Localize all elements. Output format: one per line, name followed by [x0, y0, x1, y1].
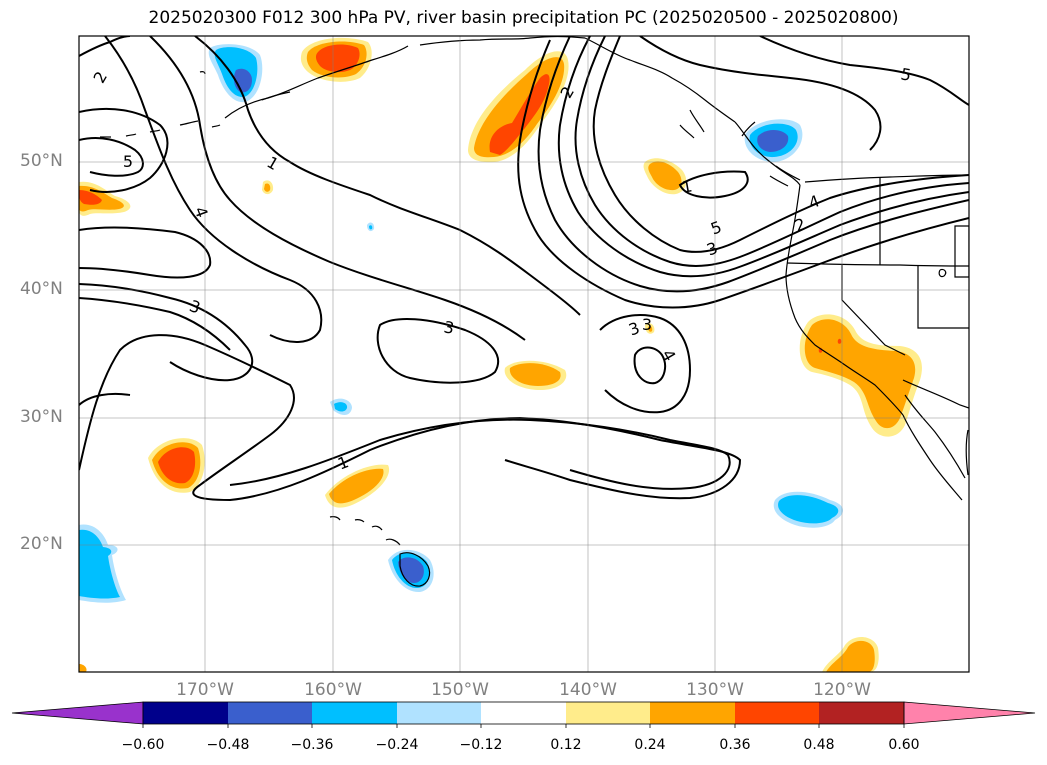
precip-blob — [648, 325, 653, 332]
colorbar-extend-right — [903, 701, 1036, 725]
colorbar-tick-label: −0.36 — [290, 737, 334, 753]
lon-label-170w: 170°W — [176, 680, 234, 700]
colorbar-tick-label: −0.48 — [206, 737, 250, 753]
precip-blob — [79, 529, 120, 599]
precip-blob — [837, 338, 842, 344]
contour-label: 3 — [442, 317, 455, 337]
precip-blob — [79, 190, 102, 205]
colorbar-segment — [228, 702, 312, 724]
colorbar-segment — [481, 702, 566, 724]
colorbar-tick-label: 0.36 — [719, 737, 751, 753]
colorbar-segment — [312, 702, 397, 724]
precip-blob — [804, 319, 916, 429]
lon-label-130w: 130°W — [686, 680, 744, 700]
precip-blob — [778, 495, 839, 524]
lat-label-30n: 30°N — [20, 407, 63, 427]
colorbar-segment — [735, 702, 819, 724]
contour-label: 5 — [899, 64, 912, 84]
colorbar-segment — [397, 702, 481, 724]
colorbar-tick-label: 0.12 — [550, 737, 582, 753]
contour-label: 1 — [680, 176, 693, 196]
precip-blob — [509, 363, 561, 386]
precip-blob — [264, 183, 271, 192]
lon-label-140w: 140°W — [559, 680, 617, 700]
contour-label: 3 — [642, 315, 652, 334]
precip-blob — [315, 44, 360, 73]
lon-label-120w: 120°W — [813, 680, 871, 700]
lon-label-150w: 150°W — [431, 680, 489, 700]
lon-label-160w: 160°W — [304, 680, 362, 700]
colorbar-segment — [143, 702, 228, 724]
precip-blob — [826, 640, 875, 672]
precip-blob — [79, 664, 87, 672]
map-frame — [78, 35, 970, 673]
colorbar-segment — [566, 702, 650, 724]
map-plot-area: 2 5 1 4 3 3 3 4 1 5 3 4 2 5 2 3 1 — [79, 36, 969, 672]
precip-blob — [329, 468, 384, 504]
colorbar-tick-label: −0.24 — [375, 737, 419, 753]
colorbar-tick-label: 0.24 — [634, 737, 666, 753]
colorbar-tick-label: −0.12 — [459, 737, 503, 753]
precip-blob — [398, 557, 424, 583]
precip-shading — [79, 37, 922, 672]
precip-blob — [489, 74, 550, 155]
colorbar-segment — [650, 702, 735, 724]
lat-label-50n: 50°N — [20, 151, 63, 171]
contour-label: 5 — [123, 152, 133, 171]
precip-blob — [648, 161, 682, 191]
colorbar-tick-label: 0.48 — [803, 737, 835, 753]
map-title: 2025020300 F012 300 hPa PV, river basin … — [148, 8, 899, 28]
precip-blob — [369, 225, 373, 230]
colorbar-tick-label: −0.60 — [121, 737, 165, 753]
colorbar-segment — [819, 702, 904, 724]
colorbar-tick-label: 0.60 — [888, 737, 920, 753]
precip-blob — [334, 402, 348, 412]
colorbar — [11, 701, 1036, 728]
colorbar-extend-left — [11, 701, 144, 725]
graticule — [79, 36, 969, 672]
precip-blob — [158, 447, 196, 484]
lat-label-40n: 40°N — [20, 279, 63, 299]
precip-blob — [757, 130, 789, 152]
pv-contours — [79, 36, 969, 502]
lat-label-20n: 20°N — [20, 534, 63, 554]
